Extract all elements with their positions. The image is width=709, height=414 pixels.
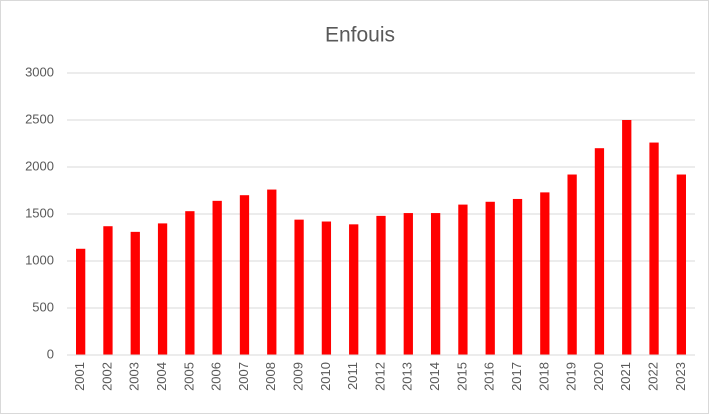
bar bbox=[185, 211, 195, 355]
x-tick-label: 2016 bbox=[482, 362, 497, 391]
bar bbox=[540, 192, 550, 355]
y-tick-label: 3000 bbox=[25, 64, 54, 79]
bar bbox=[649, 142, 659, 355]
y-tick-label: 2500 bbox=[25, 111, 54, 126]
x-tick-label: 2013 bbox=[400, 362, 415, 391]
bar bbox=[76, 248, 86, 355]
bar bbox=[676, 174, 686, 355]
bar bbox=[403, 213, 413, 355]
x-tick-label: 2007 bbox=[236, 362, 251, 391]
bar bbox=[349, 224, 359, 355]
x-tick-label: 2009 bbox=[291, 362, 306, 391]
y-tick-label: 0 bbox=[47, 346, 54, 361]
x-tick-label: 2020 bbox=[591, 362, 606, 391]
bar bbox=[103, 226, 113, 355]
x-tick-label: 2006 bbox=[209, 362, 224, 391]
bar bbox=[239, 195, 250, 355]
bar bbox=[130, 231, 140, 355]
bar bbox=[622, 120, 632, 355]
x-tick-label: 2005 bbox=[181, 362, 196, 391]
x-tick-label: 2022 bbox=[645, 362, 660, 391]
bar bbox=[267, 189, 277, 355]
x-tick-label: 2004 bbox=[154, 362, 169, 391]
y-tick-label: 2000 bbox=[25, 158, 54, 173]
x-tick-label: 2012 bbox=[372, 362, 387, 391]
bar bbox=[458, 204, 468, 355]
y-tick-label: 1000 bbox=[25, 252, 54, 267]
bar bbox=[321, 221, 332, 355]
x-tick-label: 2014 bbox=[427, 362, 442, 391]
x-tick-label: 2011 bbox=[345, 362, 360, 390]
x-tick-label: 2018 bbox=[536, 362, 551, 391]
bar bbox=[157, 223, 168, 355]
bar bbox=[294, 219, 304, 355]
bar bbox=[485, 201, 495, 355]
x-tick-label: 2017 bbox=[509, 362, 524, 391]
x-tick-label: 2002 bbox=[99, 362, 114, 391]
bar bbox=[512, 198, 523, 355]
chart-title: Enfouis bbox=[325, 24, 395, 47]
bar bbox=[567, 174, 577, 355]
bar bbox=[594, 148, 605, 355]
x-tick-label: 2019 bbox=[564, 362, 579, 391]
bar bbox=[430, 213, 441, 355]
bar bbox=[212, 200, 222, 355]
x-tick-label: 2021 bbox=[618, 362, 633, 391]
x-tick-label: 2008 bbox=[263, 362, 278, 391]
x-tick-label: 2001 bbox=[72, 362, 87, 391]
y-tick-label: 500 bbox=[32, 299, 54, 314]
bar bbox=[376, 215, 386, 355]
x-tick-label: 2023 bbox=[673, 362, 688, 391]
x-tick-label: 2010 bbox=[318, 362, 333, 391]
x-tick-label: 2003 bbox=[127, 362, 142, 391]
x-tick-label: 2015 bbox=[454, 362, 469, 391]
y-tick-label: 1500 bbox=[25, 205, 54, 220]
